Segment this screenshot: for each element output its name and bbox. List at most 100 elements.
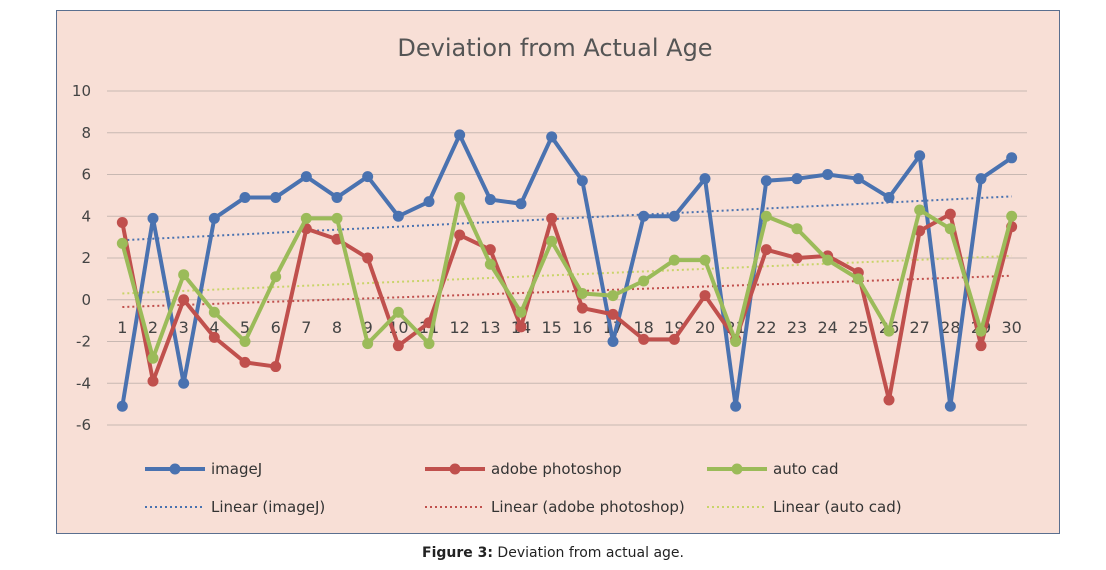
data-point (116, 237, 128, 249)
data-point (270, 361, 282, 373)
x-tick-label: 22 (756, 318, 776, 337)
x-tick-label: 3 (179, 318, 189, 337)
y-tick-label: 8 (81, 124, 91, 142)
data-point (668, 210, 680, 222)
x-tick-label: 27 (909, 318, 929, 337)
y-tick-label: -6 (76, 416, 91, 434)
data-point (546, 212, 558, 224)
data-point (484, 244, 496, 256)
y-tick-label: 10 (72, 82, 91, 100)
y-tick-label: -2 (76, 333, 91, 351)
data-point (791, 223, 803, 235)
y-tick-label: -4 (76, 374, 91, 392)
data-point (546, 131, 558, 143)
data-point (1006, 210, 1018, 222)
data-point (515, 198, 527, 210)
data-point (607, 336, 619, 347)
data-point (208, 212, 220, 224)
x-tick-label: 12 (449, 318, 469, 337)
x-tick-label: 7 (301, 318, 311, 337)
data-point (668, 333, 680, 345)
chart-title: Deviation from Actual Age (397, 34, 712, 62)
data-point (239, 191, 251, 203)
x-tick-label: 23 (787, 318, 807, 337)
trendline (122, 195, 1012, 242)
legend-label: imageJ (211, 460, 262, 478)
data-point (362, 338, 374, 350)
legend-label: Linear (adobe photoshop) (491, 498, 685, 516)
legend-marker (731, 463, 743, 475)
caption-text: Deviation from actual age. (492, 545, 684, 561)
data-point (147, 212, 159, 224)
x-tick-label: 1 (117, 318, 127, 337)
x-tick-label: 8 (332, 318, 342, 337)
data-point (392, 340, 404, 352)
data-point (883, 394, 895, 406)
data-point (300, 171, 312, 183)
data-point (208, 331, 220, 343)
data-point (392, 210, 404, 222)
data-point (178, 377, 190, 389)
x-tick-label: 6 (271, 318, 281, 337)
data-point (760, 175, 772, 187)
data-point (944, 208, 956, 220)
legend-label: Linear (imageJ) (211, 498, 325, 516)
data-point (699, 173, 711, 185)
data-point (484, 258, 496, 270)
data-point (392, 306, 404, 318)
data-point (668, 254, 680, 266)
series-line (120, 195, 1014, 361)
caption-label: Figure 3: (422, 545, 493, 561)
data-point (638, 210, 650, 222)
data-point (638, 333, 650, 345)
data-point (454, 129, 466, 141)
data-point (883, 325, 895, 337)
series-line (120, 212, 1014, 402)
data-point (423, 338, 435, 350)
data-point (730, 400, 742, 412)
data-point (730, 336, 742, 347)
legend-marker (449, 463, 461, 475)
data-point (1006, 152, 1018, 164)
data-point (515, 321, 527, 333)
x-tick-label: 24 (817, 318, 837, 337)
data-point (546, 235, 558, 247)
legend-label: auto cad (773, 460, 839, 478)
x-tick-label: 20 (695, 318, 715, 337)
x-tick-label: 13 (480, 318, 500, 337)
legend-label: adobe photoshop (491, 460, 622, 478)
data-point (515, 306, 527, 318)
data-point (883, 191, 895, 203)
data-point (423, 196, 435, 208)
data-point (178, 294, 190, 306)
data-point (852, 173, 864, 185)
y-tick-label: 4 (81, 207, 91, 225)
data-point (822, 169, 834, 180)
data-point (239, 336, 251, 347)
data-point (791, 252, 803, 264)
y-tick-label: 2 (81, 249, 91, 267)
data-point (362, 171, 374, 183)
data-point (484, 194, 496, 206)
legend-label: Linear (auto cad) (773, 498, 902, 516)
data-point (270, 271, 282, 283)
data-point (178, 269, 190, 281)
data-point (454, 191, 466, 203)
data-point (454, 229, 466, 241)
data-point (147, 375, 159, 387)
data-point (362, 252, 374, 264)
data-point (300, 212, 312, 224)
x-tick-label: 9 (363, 318, 373, 337)
data-point (331, 191, 343, 203)
y-tick-label: 6 (81, 166, 91, 184)
data-point (975, 340, 987, 352)
data-point (239, 356, 251, 368)
data-point (914, 150, 926, 162)
trendline (122, 254, 1012, 295)
data-point (852, 273, 864, 285)
data-point (699, 254, 711, 266)
legend-marker (169, 463, 181, 475)
data-point (116, 400, 128, 412)
chart-frame: Deviation from Actual Age 10 8 6 4 2 0 -2 -4 -6 1 2… (56, 10, 1060, 534)
